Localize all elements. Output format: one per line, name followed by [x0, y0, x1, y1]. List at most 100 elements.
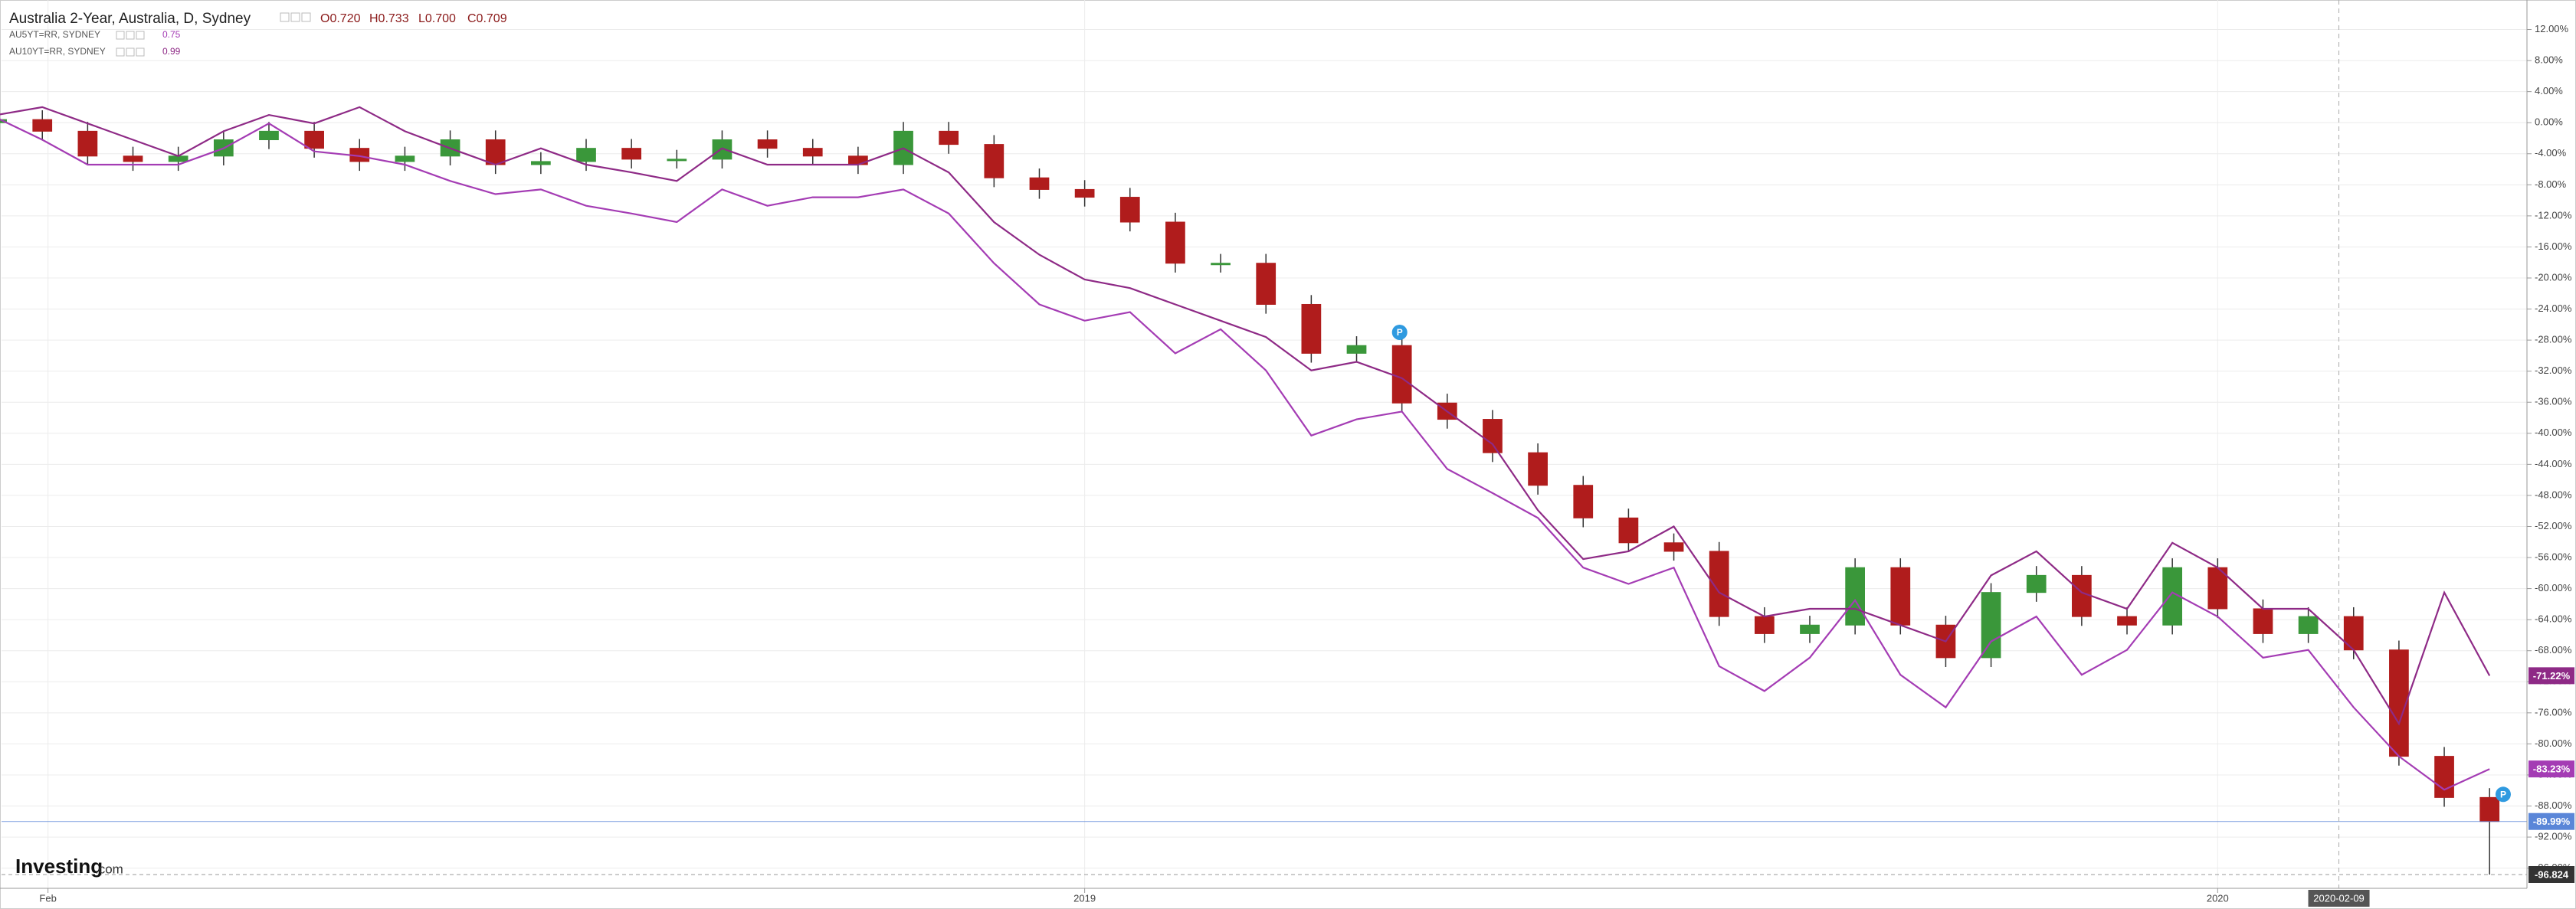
legend-name: AU10YT=RR, SYDNEY [9, 46, 106, 57]
candle-body [939, 130, 959, 146]
header: Australia 2-Year, Australia, D, Sydney O… [9, 11, 507, 57]
candle-body [1618, 517, 1639, 544]
y-tick-label: -88.00% [2535, 799, 2572, 811]
y-tick-label: -8.00% [2535, 178, 2567, 190]
candle-body [259, 130, 279, 141]
grid [2, 0, 2527, 888]
price-tag-label: -71.22% [2533, 670, 2571, 682]
candle-body [802, 148, 823, 157]
candle-body [304, 130, 324, 149]
legend-icon [116, 31, 125, 40]
candle-body [530, 161, 551, 165]
x-tick-label: 2019 [1073, 892, 1096, 904]
header-icon [290, 12, 300, 22]
event-marker [2495, 786, 2511, 803]
series-line [0, 106, 2491, 726]
candle-body [1074, 188, 1095, 198]
y-tick-label: -48.00% [2535, 489, 2572, 500]
header-icon [301, 12, 311, 22]
candle-body [848, 155, 868, 165]
y-tick-label: -16.00% [2535, 240, 2572, 252]
candle-body [1211, 263, 1231, 266]
crosshair-label: 2020-02-09 [2313, 892, 2365, 904]
y-tick-label: -32.00% [2535, 365, 2572, 376]
logo-text: Investing [15, 855, 103, 878]
ohlc-value: H0.733 [369, 12, 409, 25]
candle-body [2479, 796, 2500, 822]
price-tag-label: -89.99% [2533, 816, 2571, 827]
candle-body [1528, 452, 1548, 486]
candle-body [77, 130, 98, 157]
candle-body [2298, 616, 2319, 634]
candle-body [1754, 616, 1775, 634]
y-tick-label: -76.00% [2535, 706, 2572, 718]
price-tag-label: -96.824 [2535, 868, 2569, 880]
legend-icon [136, 47, 145, 57]
legend-value: 0.99 [162, 46, 181, 57]
x-tick-label: 2020 [2207, 892, 2229, 904]
y-tick-label: -52.00% [2535, 520, 2572, 531]
event-marker [1391, 324, 1408, 340]
candle-body [2253, 608, 2273, 634]
y-tick-label: -40.00% [2535, 427, 2572, 438]
y-tick-label: -60.00% [2535, 582, 2572, 593]
candle-body [2343, 616, 2364, 651]
ohlc: O0.720 H0.733 L0.700 C0.709 [280, 12, 507, 25]
candle-body [984, 144, 1005, 178]
y-tick-label: -36.00% [2535, 396, 2572, 407]
logo: Investing .com [15, 855, 123, 878]
y-tick-label: 8.00% [2535, 54, 2563, 66]
crosshair-tag [2308, 890, 2370, 907]
legend-icon [126, 47, 135, 57]
candle-body [2072, 574, 2092, 617]
legend-icon [116, 47, 125, 57]
candle-body [1800, 624, 1820, 634]
candle-body [32, 119, 53, 132]
price-tag [2528, 667, 2574, 685]
candle-body [1391, 345, 1412, 404]
y-tick-label: 0.00% [2535, 116, 2563, 128]
x-tick-label: Feb [39, 892, 56, 904]
legend-icon [126, 31, 135, 40]
candle-body [1483, 419, 1503, 453]
ohlc-value: O0.720 [320, 12, 361, 25]
price-tag [2528, 865, 2574, 883]
candle-body [1256, 263, 1277, 305]
y-tick-label: -64.00% [2535, 613, 2572, 625]
candle-body [621, 148, 642, 160]
candle-body [1573, 485, 1594, 518]
y-tick-label: 4.00% [2535, 85, 2563, 96]
candle-body [1663, 542, 1684, 552]
candle-body [1119, 197, 1140, 223]
candle-body [757, 139, 778, 149]
plot-area: PP [0, 0, 2527, 888]
candle-body [1845, 567, 1865, 626]
y-tick-label: -24.00% [2535, 302, 2572, 314]
candle-body [1301, 303, 1322, 354]
candle-body [2117, 616, 2137, 626]
price-tag-label: -83.23% [2533, 763, 2571, 775]
y-tick-label: -92.00% [2535, 831, 2572, 842]
y-tick-label: -28.00% [2535, 334, 2572, 345]
price-tag [2528, 813, 2574, 830]
y-tick-label: -4.00% [2535, 147, 2567, 159]
candle-body [1890, 567, 1911, 626]
axes: 12.00% 8.00% 4.00% 0.00% -4.00% -8.00% -12.00%… [39, 23, 2574, 907]
candle-body [2026, 574, 2047, 593]
candle-body [667, 159, 687, 162]
legend-icon [136, 31, 145, 40]
y-tick-label: -68.00% [2535, 644, 2572, 656]
legend-name: AU5YT=RR, SYDNEY [9, 29, 100, 40]
candle-body [1029, 177, 1050, 190]
candle-body [1346, 345, 1367, 354]
logo-suffix: .com [95, 862, 123, 876]
y-tick-label: -12.00% [2535, 209, 2572, 221]
y-tick-label: 12.00% [2535, 23, 2569, 34]
ohlc-value: L0.700 [418, 12, 456, 25]
candle-body [2434, 756, 2454, 798]
ohlc-value: C0.709 [467, 12, 507, 25]
legend-value: 0.75 [162, 29, 181, 40]
